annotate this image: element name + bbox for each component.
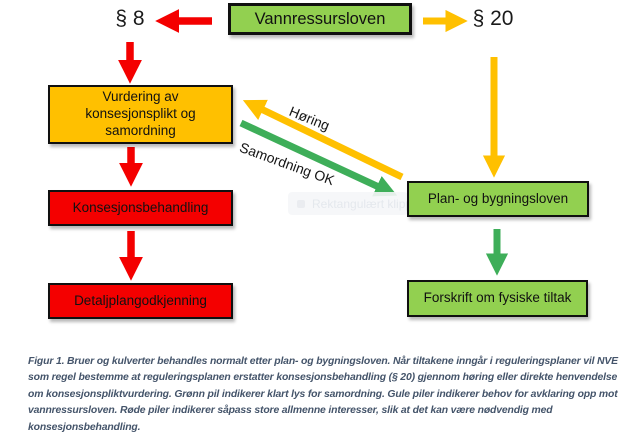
node-konsesjonsbehandling-label: Konsesjonsbehandling: [72, 199, 209, 215]
paragraph-20-label: § 20: [472, 7, 514, 30]
figure-caption: Figur 1. Bruer og kulverter behandles no…: [28, 356, 618, 433]
node-vurdering-label: Vurdering av konsesjonsplikt og samordni…: [85, 89, 196, 138]
node-vannressursloven-label: Vannressursloven: [254, 9, 386, 28]
paragraph-8-label: § 8: [115, 7, 145, 30]
ghost-tooltip-label: Rektangulært klipp: [312, 196, 408, 211]
samordning-ok-arrow-label: Samordning OK: [237, 139, 337, 189]
ghost-tooltip: Rektangulært klipp: [288, 192, 408, 215]
node-detaljplangodkjenning-label: Detaljplangodkjenning: [74, 292, 207, 308]
node-detaljplangodkjenning: Detaljplangodkjenning: [48, 283, 233, 319]
horing-arrow-label: Høring: [287, 103, 332, 134]
node-vannressursloven: Vannressursloven: [228, 3, 412, 35]
node-plan-og-bygningsloven-label: Plan- og bygningsloven: [427, 190, 569, 206]
node-plan-og-bygningsloven: Plan- og bygningsloven: [407, 181, 589, 217]
node-forskrift-fysiske-tiltak-label: Forskrift om fysiske tiltak: [423, 290, 572, 306]
node-konsesjonsbehandling: Konsesjonsbehandling: [48, 190, 233, 226]
ghost-tooltip-icon: [297, 199, 305, 208]
node-vurdering: Vurdering av konsesjonsplikt og samordni…: [48, 85, 233, 144]
node-forskrift-fysiske-tiltak: Forskrift om fysiske tiltak: [407, 280, 588, 317]
